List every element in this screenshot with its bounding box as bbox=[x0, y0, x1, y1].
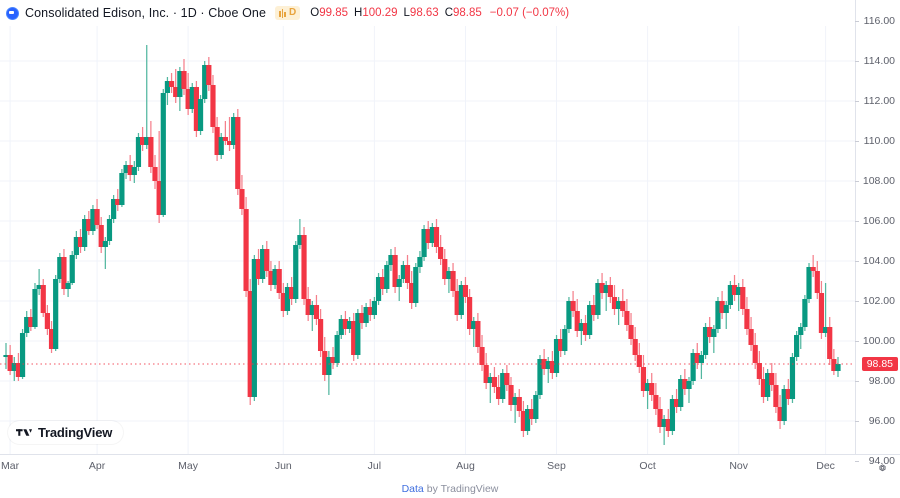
price-tick-mark bbox=[855, 421, 859, 422]
price-change: −0.07 (−0.07%) bbox=[489, 7, 570, 19]
ohlc-values: O99.85 H100.29 L98.63 C98.85 −0.07 (−0.0… bbox=[310, 7, 569, 19]
price-tick-mark bbox=[855, 301, 859, 302]
time-tick-label: Sep bbox=[547, 460, 566, 472]
time-tick-label: Nov bbox=[729, 460, 749, 472]
time-tick-label: Apr bbox=[88, 460, 106, 472]
axis-vertical-divider bbox=[855, 0, 856, 454]
watermark-label: TradingView bbox=[38, 425, 113, 440]
time-tick-label: Oct bbox=[639, 460, 656, 472]
ohlc-close: C98.85 bbox=[444, 7, 482, 19]
time-tick-label: Jun bbox=[274, 460, 292, 472]
price-tick-mark bbox=[855, 381, 859, 382]
price-tick-label: 94.00 bbox=[868, 455, 895, 467]
price-tick-label: 96.00 bbox=[868, 415, 895, 427]
price-tick-label: 104.00 bbox=[862, 255, 895, 267]
price-tick-label: 98.00 bbox=[868, 375, 895, 387]
price-tick-label: 114.00 bbox=[863, 55, 895, 67]
price-tick-label: 116.00 bbox=[863, 15, 895, 27]
tradingview-logo-icon bbox=[16, 429, 33, 436]
ohlc-open: O99.85 bbox=[310, 7, 349, 19]
time-tick-label: Dec bbox=[816, 460, 835, 472]
price-tick-mark bbox=[855, 221, 859, 222]
price-tick-mark bbox=[855, 181, 859, 182]
price-axis[interactable]: 98.85 116.00 114.00 112.00 110.00 108.00 106.… bbox=[855, 15, 900, 472]
candlestick-svg bbox=[0, 26, 855, 454]
price-tick-mark bbox=[855, 461, 859, 462]
chart-footer: Data by TradingView bbox=[0, 480, 900, 498]
symbol-circle-icon bbox=[6, 6, 19, 20]
interval-label: D bbox=[289, 7, 297, 18]
time-axis[interactable]: Mar Apr May Jun Jul Aug Sep Oct Nov Dec bbox=[0, 454, 855, 480]
footer-attribution: by TradingView bbox=[426, 483, 499, 495]
axis-horizontal-divider bbox=[0, 454, 900, 455]
price-tick-mark bbox=[855, 261, 859, 262]
price-tick-label: 110.00 bbox=[863, 135, 895, 147]
chart-header: Consolidated Edison, Inc. · 1D · Cboe On… bbox=[0, 0, 900, 26]
last-price-badge: 98.85 bbox=[861, 357, 898, 371]
price-tick-label: 100.00 bbox=[862, 335, 895, 347]
tradingview-watermark: TradingView bbox=[8, 421, 124, 444]
data-link[interactable]: Data bbox=[401, 483, 424, 495]
candles-icon bbox=[279, 8, 286, 18]
chart-title[interactable]: Consolidated Edison, Inc. · 1D · Cboe On… bbox=[25, 6, 267, 20]
price-tick-label: 102.00 bbox=[862, 295, 895, 307]
time-tick-label: Aug bbox=[456, 460, 475, 472]
candlestick-plot[interactable] bbox=[0, 26, 855, 454]
time-tick-label: Jul bbox=[367, 460, 382, 472]
price-tick-mark bbox=[855, 141, 859, 142]
ohlc-low: L98.63 bbox=[403, 7, 439, 19]
ohlc-high: H100.29 bbox=[354, 7, 398, 19]
price-tick-mark bbox=[855, 61, 859, 62]
price-tick-mark bbox=[855, 101, 859, 102]
price-tick-label: 106.00 bbox=[862, 215, 895, 227]
price-tick-mark bbox=[855, 21, 859, 22]
price-tick-mark bbox=[855, 341, 859, 342]
time-tick-label: May bbox=[178, 460, 199, 472]
price-tick-label: 112.00 bbox=[863, 95, 895, 107]
time-tick-label: Mar bbox=[1, 460, 20, 472]
interval-badge[interactable]: D bbox=[275, 6, 301, 20]
gear-icon[interactable] bbox=[876, 461, 889, 474]
price-tick-label: 108.00 bbox=[862, 175, 895, 187]
